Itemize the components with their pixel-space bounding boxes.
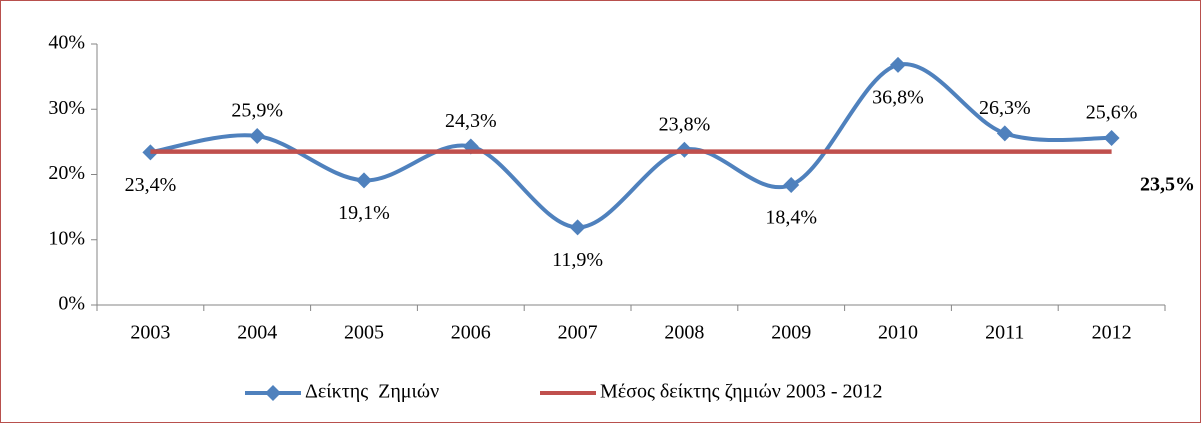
x-tick-label: 2012: [1092, 322, 1132, 344]
marker: [569, 219, 586, 236]
legend-label: Δείκτης Ζημιών: [305, 381, 439, 403]
x-tick-label: 2010: [878, 322, 918, 344]
series-line: [150, 62, 1112, 230]
data-label: 24,3%: [445, 110, 497, 132]
marker: [783, 176, 800, 193]
data-label: 23,8%: [659, 113, 711, 135]
x-tick-label: 2004: [237, 322, 277, 344]
data-label: 25,6%: [1086, 102, 1138, 124]
marker: [1103, 129, 1120, 146]
x-tick-label: 2011: [985, 322, 1024, 344]
y-tick-label: 40%: [48, 32, 85, 54]
x-tick-label: 2003: [130, 322, 170, 344]
data-label: 11,9%: [552, 249, 603, 271]
marker: [249, 128, 266, 145]
marker: [356, 172, 372, 189]
x-tick-label: 2008: [664, 322, 704, 344]
y-tick-label: 0%: [58, 293, 85, 315]
marker: [996, 125, 1013, 142]
y-tick-label: 30%: [48, 97, 85, 119]
x-tick-label: 2006: [451, 322, 491, 344]
data-label: 18,4%: [765, 207, 817, 229]
legend-marker: [265, 385, 281, 401]
data-label: 19,1%: [338, 202, 390, 224]
data-label: 25,9%: [231, 100, 283, 122]
data-label: 23,5%: [1140, 173, 1195, 195]
data-label: 26,3%: [979, 97, 1031, 119]
y-tick-label: 10%: [48, 227, 85, 249]
y-tick-label: 20%: [48, 162, 85, 184]
legend-label: Μέσος δείκτης ζημιών 2003 - 2012: [600, 381, 883, 403]
x-tick-label: 2007: [558, 322, 598, 344]
x-tick-label: 2009: [771, 322, 811, 344]
data-label: 23,4%: [125, 174, 177, 196]
data-label: 36,8%: [872, 86, 924, 108]
x-tick-label: 2005: [344, 322, 384, 344]
marker: [890, 56, 906, 73]
